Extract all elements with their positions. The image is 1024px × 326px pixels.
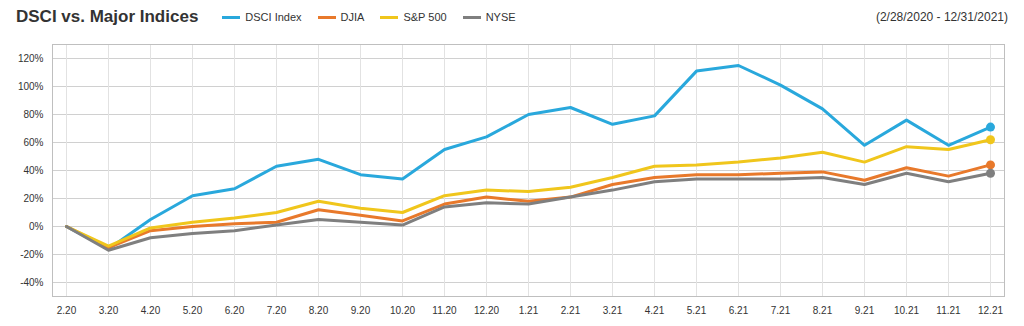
svg-text:7.21: 7.21 (771, 305, 791, 316)
html-text:DSCI Index: DSCI Index (245, 11, 302, 23)
svg-text:8.21: 8.21 (813, 305, 833, 316)
svg-text:40%: 40% (23, 165, 43, 176)
svg-text:1.21: 1.21 (519, 305, 539, 316)
svg-text:80%: 80% (23, 109, 43, 120)
svg-text:5.20: 5.20 (183, 305, 203, 316)
svg-text:11.21: 11.21 (936, 305, 961, 316)
svg-text:4.20: 4.20 (141, 305, 161, 316)
svg-text:120%: 120% (18, 53, 44, 64)
svg-text:6.20: 6.20 (225, 305, 245, 316)
svg-text:10.20: 10.20 (390, 305, 415, 316)
svg-text:8.20: 8.20 (309, 305, 329, 316)
svg-text:2.21: 2.21 (561, 305, 581, 316)
svg-text:20%: 20% (23, 193, 43, 204)
html-text:DSCI vs. Major Indices: DSCI vs. Major Indices (16, 7, 199, 26)
svg-text:10.21: 10.21 (894, 305, 919, 316)
svg-text:12.21: 12.21 (978, 305, 1003, 316)
svg-text:4.21: 4.21 (645, 305, 665, 316)
html-text:DJIA: DJIA (340, 11, 365, 23)
svg-text:100%: 100% (18, 81, 44, 92)
svg-text:11.20: 11.20 (432, 305, 457, 316)
svg-text:-40%: -40% (20, 277, 43, 288)
svg-text:6.21: 6.21 (729, 305, 749, 316)
svg-text:60%: 60% (23, 137, 43, 148)
svg-text:5.21: 5.21 (687, 305, 707, 316)
svg-text:3.21: 3.21 (603, 305, 623, 316)
html-text:S&P 500: S&P 500 (403, 11, 447, 23)
svg-text:-20%: -20% (20, 249, 43, 260)
svg-text:2.20: 2.20 (57, 305, 77, 316)
svg-text:0%: 0% (29, 221, 44, 232)
svg-text:9.21: 9.21 (855, 305, 875, 316)
html-text:(2/28/2020 - 12/31/2021): (2/28/2020 - 12/31/2021) (875, 10, 1008, 24)
svg-text:9.20: 9.20 (351, 305, 371, 316)
svg-text:3.20: 3.20 (99, 305, 119, 316)
html-text:NYSE: NYSE (485, 11, 516, 23)
svg-text:12.20: 12.20 (474, 305, 499, 316)
svg-text:7.20: 7.20 (267, 305, 287, 316)
